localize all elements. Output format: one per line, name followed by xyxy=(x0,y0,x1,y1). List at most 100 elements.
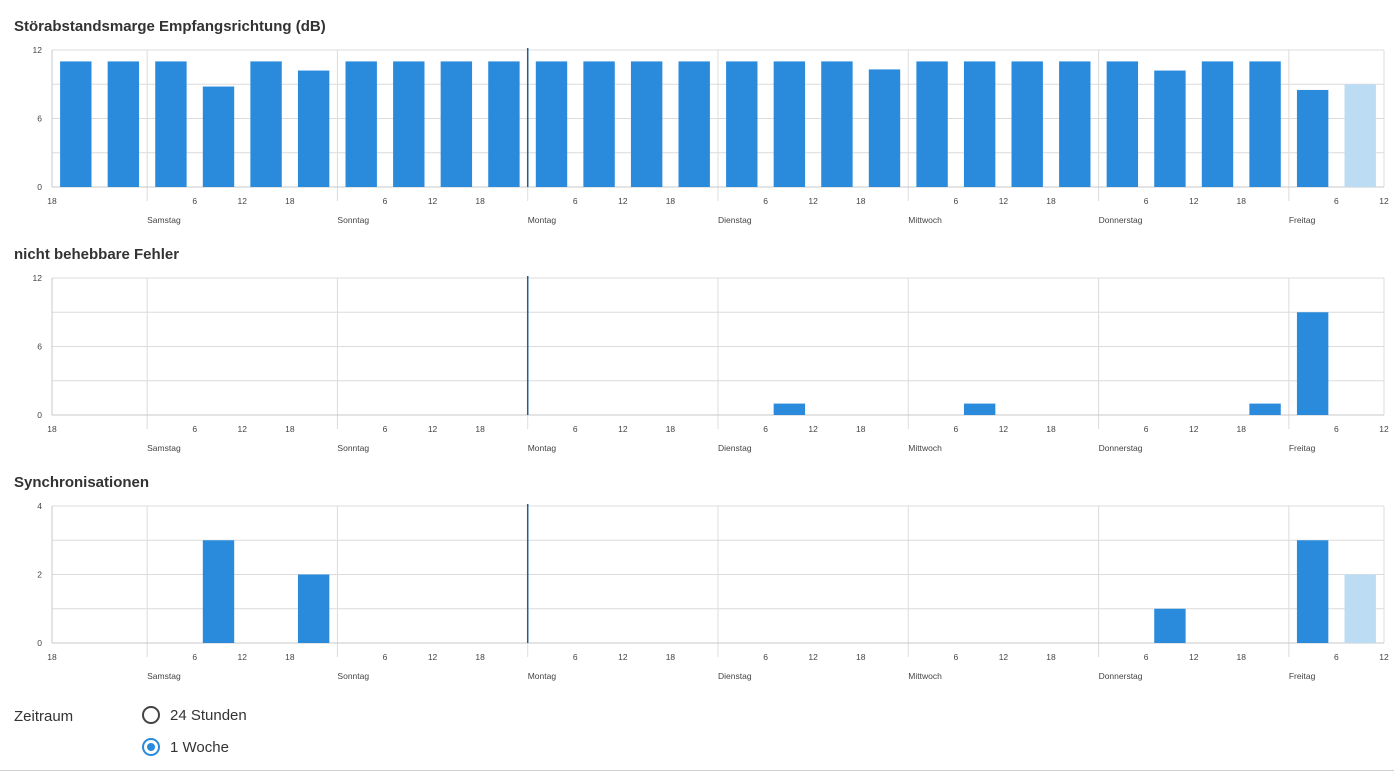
radio-unchecked-icon[interactable] xyxy=(142,706,160,724)
x-tick-label: 6 xyxy=(1334,196,1339,206)
bar xyxy=(963,403,996,415)
x-tick-label: 12 xyxy=(808,196,818,206)
x-tick-label: 12 xyxy=(808,652,818,662)
day-label: Mittwoch xyxy=(908,671,942,681)
chart-snr-downstream: Störabstandsmarge Empfangsrichtung (dB) … xyxy=(0,0,1394,228)
bar xyxy=(393,61,425,187)
radio-checked-icon[interactable] xyxy=(142,738,160,756)
day-label: Sonntag xyxy=(337,671,369,681)
bar xyxy=(535,61,568,187)
bar xyxy=(1201,61,1234,187)
x-tick-label: 6 xyxy=(1144,196,1149,206)
x-tick-label: 6 xyxy=(1334,652,1339,662)
chart-title: Synchronisationen xyxy=(14,474,150,491)
x-tick-label: 12 xyxy=(1379,424,1389,434)
day-label: Donnerstag xyxy=(1099,671,1143,681)
x-tick-label: 12 xyxy=(428,652,438,662)
x-tick-label: 18 xyxy=(1237,424,1247,434)
bar xyxy=(821,61,853,187)
day-label: Dienstag xyxy=(718,671,752,681)
chart-svg: 0 6 12 18 6 12 18 6 12 18 6 12 18 6 12 18 6 12 18 6 12 18 6 12 S… xyxy=(33,273,1389,453)
x-tick-label: 6 xyxy=(383,652,388,662)
radio-dot-icon xyxy=(147,743,155,751)
chart-svg: 0 6 12 18 6 12 18 6 12 18 6 12 18 6 12 18 6 12 18 6 12 18 6 12 S… xyxy=(33,45,1389,225)
bar xyxy=(868,69,901,187)
bar xyxy=(60,61,92,187)
period-option-1week[interactable]: 1 Woche xyxy=(142,738,229,756)
bar xyxy=(726,61,758,187)
day-label: Sonntag xyxy=(337,215,369,225)
day-label: Mittwoch xyxy=(908,443,942,453)
chart-synchronizations: Synchronisationen 0 2 4 18 6 12 18 6 12 18 6 12 18 6 1… xyxy=(0,456,1394,684)
x-tick-label: 18 xyxy=(47,652,57,662)
x-tick-label: 18 xyxy=(856,652,866,662)
period-option-24h[interactable]: 24 Stunden xyxy=(142,706,247,724)
y-tick-label: 0 xyxy=(37,410,42,420)
bar-current-period xyxy=(1344,574,1376,643)
bar xyxy=(1106,61,1139,187)
x-tick-label: 12 xyxy=(618,196,628,206)
x-tick-label: 12 xyxy=(618,424,628,434)
x-tick-label: 12 xyxy=(808,424,818,434)
x-tick-label: 12 xyxy=(428,196,438,206)
day-label: Montag xyxy=(528,671,557,681)
bar xyxy=(107,61,140,187)
bar xyxy=(963,61,996,187)
x-tick-label: 12 xyxy=(999,424,1009,434)
x-tick-label: 18 xyxy=(47,424,57,434)
y-tick-label: 12 xyxy=(33,45,43,55)
y-tick-label: 6 xyxy=(37,114,42,124)
y-tick-label: 0 xyxy=(37,182,42,192)
chart-title: nicht behebbare Fehler xyxy=(14,246,180,263)
y-tick-label: 12 xyxy=(33,273,43,283)
x-tick-label: 12 xyxy=(1189,652,1199,662)
x-tick-label: 6 xyxy=(383,196,388,206)
bar xyxy=(250,61,282,187)
bar xyxy=(440,61,473,187)
x-tick-label: 12 xyxy=(238,652,248,662)
x-tick-label: 12 xyxy=(1379,652,1389,662)
day-label: Samstag xyxy=(147,671,181,681)
x-tick-label: 18 xyxy=(475,196,485,206)
period-option-label: 24 Stunden xyxy=(170,706,247,724)
day-label: Donnerstag xyxy=(1099,443,1143,453)
bar xyxy=(1249,61,1281,187)
x-tick-label: 18 xyxy=(1237,196,1247,206)
day-label: Montag xyxy=(528,443,557,453)
bar xyxy=(1154,70,1186,187)
day-label: Montag xyxy=(528,215,557,225)
day-label: Freitag xyxy=(1289,443,1316,453)
y-tick-label: 0 xyxy=(37,638,42,648)
x-tick-label: 18 xyxy=(856,424,866,434)
period-selector: Zeitraum 24 Stunden 1 Woche xyxy=(0,700,600,764)
bar xyxy=(1059,61,1091,187)
day-label: Dienstag xyxy=(718,443,752,453)
x-tick-label: 12 xyxy=(1379,196,1389,206)
bar xyxy=(297,574,330,643)
x-tick-label: 6 xyxy=(192,652,197,662)
x-tick-label: 6 xyxy=(383,424,388,434)
bar xyxy=(583,61,615,187)
x-tick-label: 12 xyxy=(1189,196,1199,206)
x-tick-label: 12 xyxy=(999,196,1009,206)
bar xyxy=(678,61,710,187)
period-label: Zeitraum xyxy=(14,708,74,725)
day-label: Samstag xyxy=(147,443,181,453)
day-label: Freitag xyxy=(1289,215,1316,225)
period-option-label: 1 Woche xyxy=(170,738,229,756)
bar xyxy=(202,86,235,187)
chart-uncorrectable-errors: nicht behebbare Fehler 0 6 12 18 6 12 18 6 12 18 6… xyxy=(0,228,1394,456)
bar xyxy=(916,61,948,187)
bar xyxy=(345,61,377,187)
bar xyxy=(297,70,330,187)
x-tick-label: 18 xyxy=(1046,196,1056,206)
x-tick-label: 18 xyxy=(1046,652,1056,662)
chart-title: Störabstandsmarge Empfangsrichtung (dB) xyxy=(14,18,326,35)
x-tick-label: 6 xyxy=(573,424,578,434)
x-tick-label: 18 xyxy=(475,424,485,434)
bar xyxy=(1249,403,1281,415)
bar xyxy=(1296,89,1329,187)
y-tick-label: 4 xyxy=(37,501,42,511)
bar xyxy=(1011,61,1043,187)
x-tick-label: 12 xyxy=(238,424,248,434)
